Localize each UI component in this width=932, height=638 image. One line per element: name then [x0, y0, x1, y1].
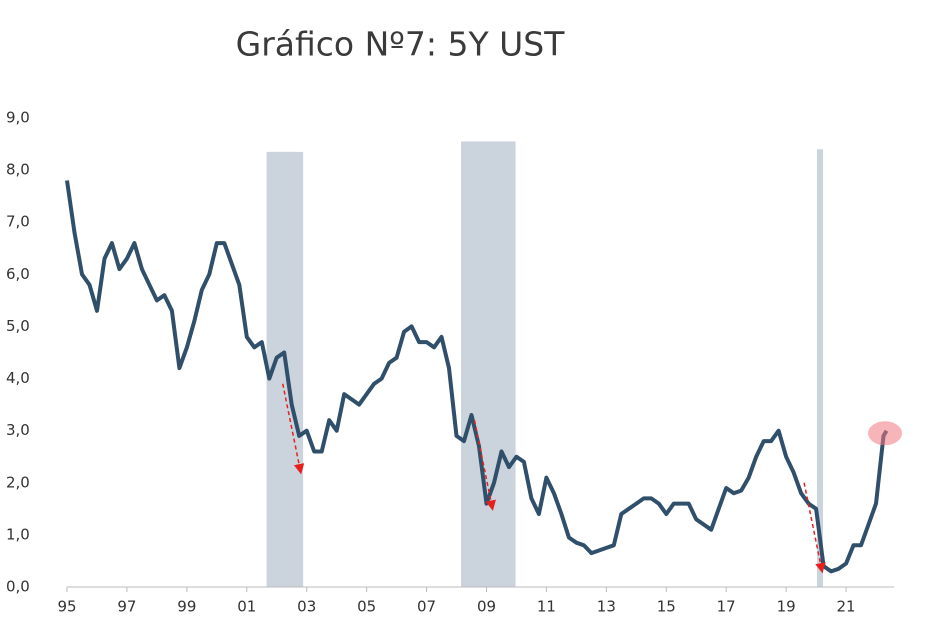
y-tick-label: 1,0	[6, 525, 30, 543]
recession-band	[461, 141, 516, 587]
chart-title: Gráfico Nº7: 5Y UST	[236, 25, 566, 64]
y-tick-label: 0,0	[6, 578, 30, 596]
y-tick-label: 3,0	[6, 421, 30, 439]
x-tick-label: 95	[57, 598, 76, 616]
trend-arrow	[473, 420, 496, 511]
x-tick-label: 11	[537, 598, 556, 616]
x-tick-label: 09	[477, 598, 496, 616]
x-tick-label: 21	[837, 598, 856, 616]
x-tick-label: 19	[777, 598, 796, 616]
x-tick-label: 13	[597, 598, 616, 616]
x-tick-label: 01	[237, 598, 256, 616]
x-tick-label: 97	[117, 598, 136, 616]
y-tick-label: 8,0	[6, 161, 30, 179]
x-tick-label: 07	[417, 598, 436, 616]
highlight-marker	[868, 421, 903, 446]
x-tick-label: 99	[177, 598, 196, 616]
y-tick-label: 4,0	[6, 369, 30, 387]
y-tick-label: 7,0	[6, 213, 30, 231]
x-tick-label: 15	[657, 598, 676, 616]
y-tick-label: 6,0	[6, 265, 30, 283]
x-tick-label: 03	[297, 598, 316, 616]
y-tick-label: 5,0	[6, 317, 30, 335]
recession-band	[816, 149, 823, 587]
y-tick-label: 2,0	[6, 473, 30, 491]
trend-arrow	[282, 383, 305, 475]
x-tick-label: 17	[717, 598, 736, 616]
trend-arrow	[803, 482, 826, 574]
yield-line	[65, 180, 889, 574]
x-tick-label: 05	[357, 598, 376, 616]
y-tick-label: 9,0	[6, 109, 30, 127]
